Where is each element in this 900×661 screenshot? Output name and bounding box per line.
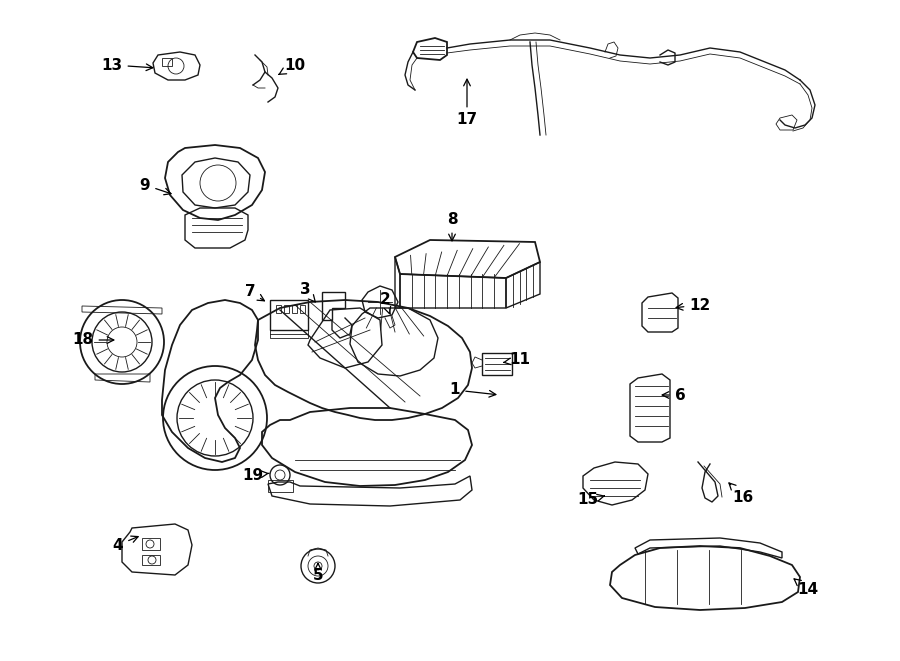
Text: 8: 8: [446, 212, 457, 241]
Text: 17: 17: [456, 79, 478, 128]
Text: 4: 4: [112, 536, 138, 553]
Bar: [284, 305, 289, 313]
Text: 7: 7: [245, 284, 265, 301]
Text: 11: 11: [504, 352, 530, 368]
Text: 2: 2: [380, 293, 391, 314]
Bar: [482, 353, 512, 375]
Text: 10: 10: [279, 58, 306, 75]
Bar: [142, 555, 160, 565]
Bar: [270, 300, 308, 330]
Text: 9: 9: [140, 178, 171, 195]
Text: 1: 1: [450, 383, 496, 397]
Text: 5: 5: [312, 563, 323, 582]
Text: 15: 15: [578, 492, 604, 508]
Text: 16: 16: [729, 483, 753, 504]
Text: 6: 6: [662, 387, 686, 403]
Text: 14: 14: [794, 579, 819, 598]
Text: 18: 18: [72, 332, 113, 348]
Bar: [300, 305, 305, 313]
Text: 12: 12: [676, 297, 711, 313]
Text: 19: 19: [242, 467, 269, 483]
Text: 13: 13: [102, 58, 153, 73]
Bar: [276, 305, 281, 313]
Bar: [292, 305, 297, 313]
Bar: [162, 58, 172, 66]
Text: 3: 3: [300, 282, 315, 302]
Bar: [142, 538, 160, 550]
